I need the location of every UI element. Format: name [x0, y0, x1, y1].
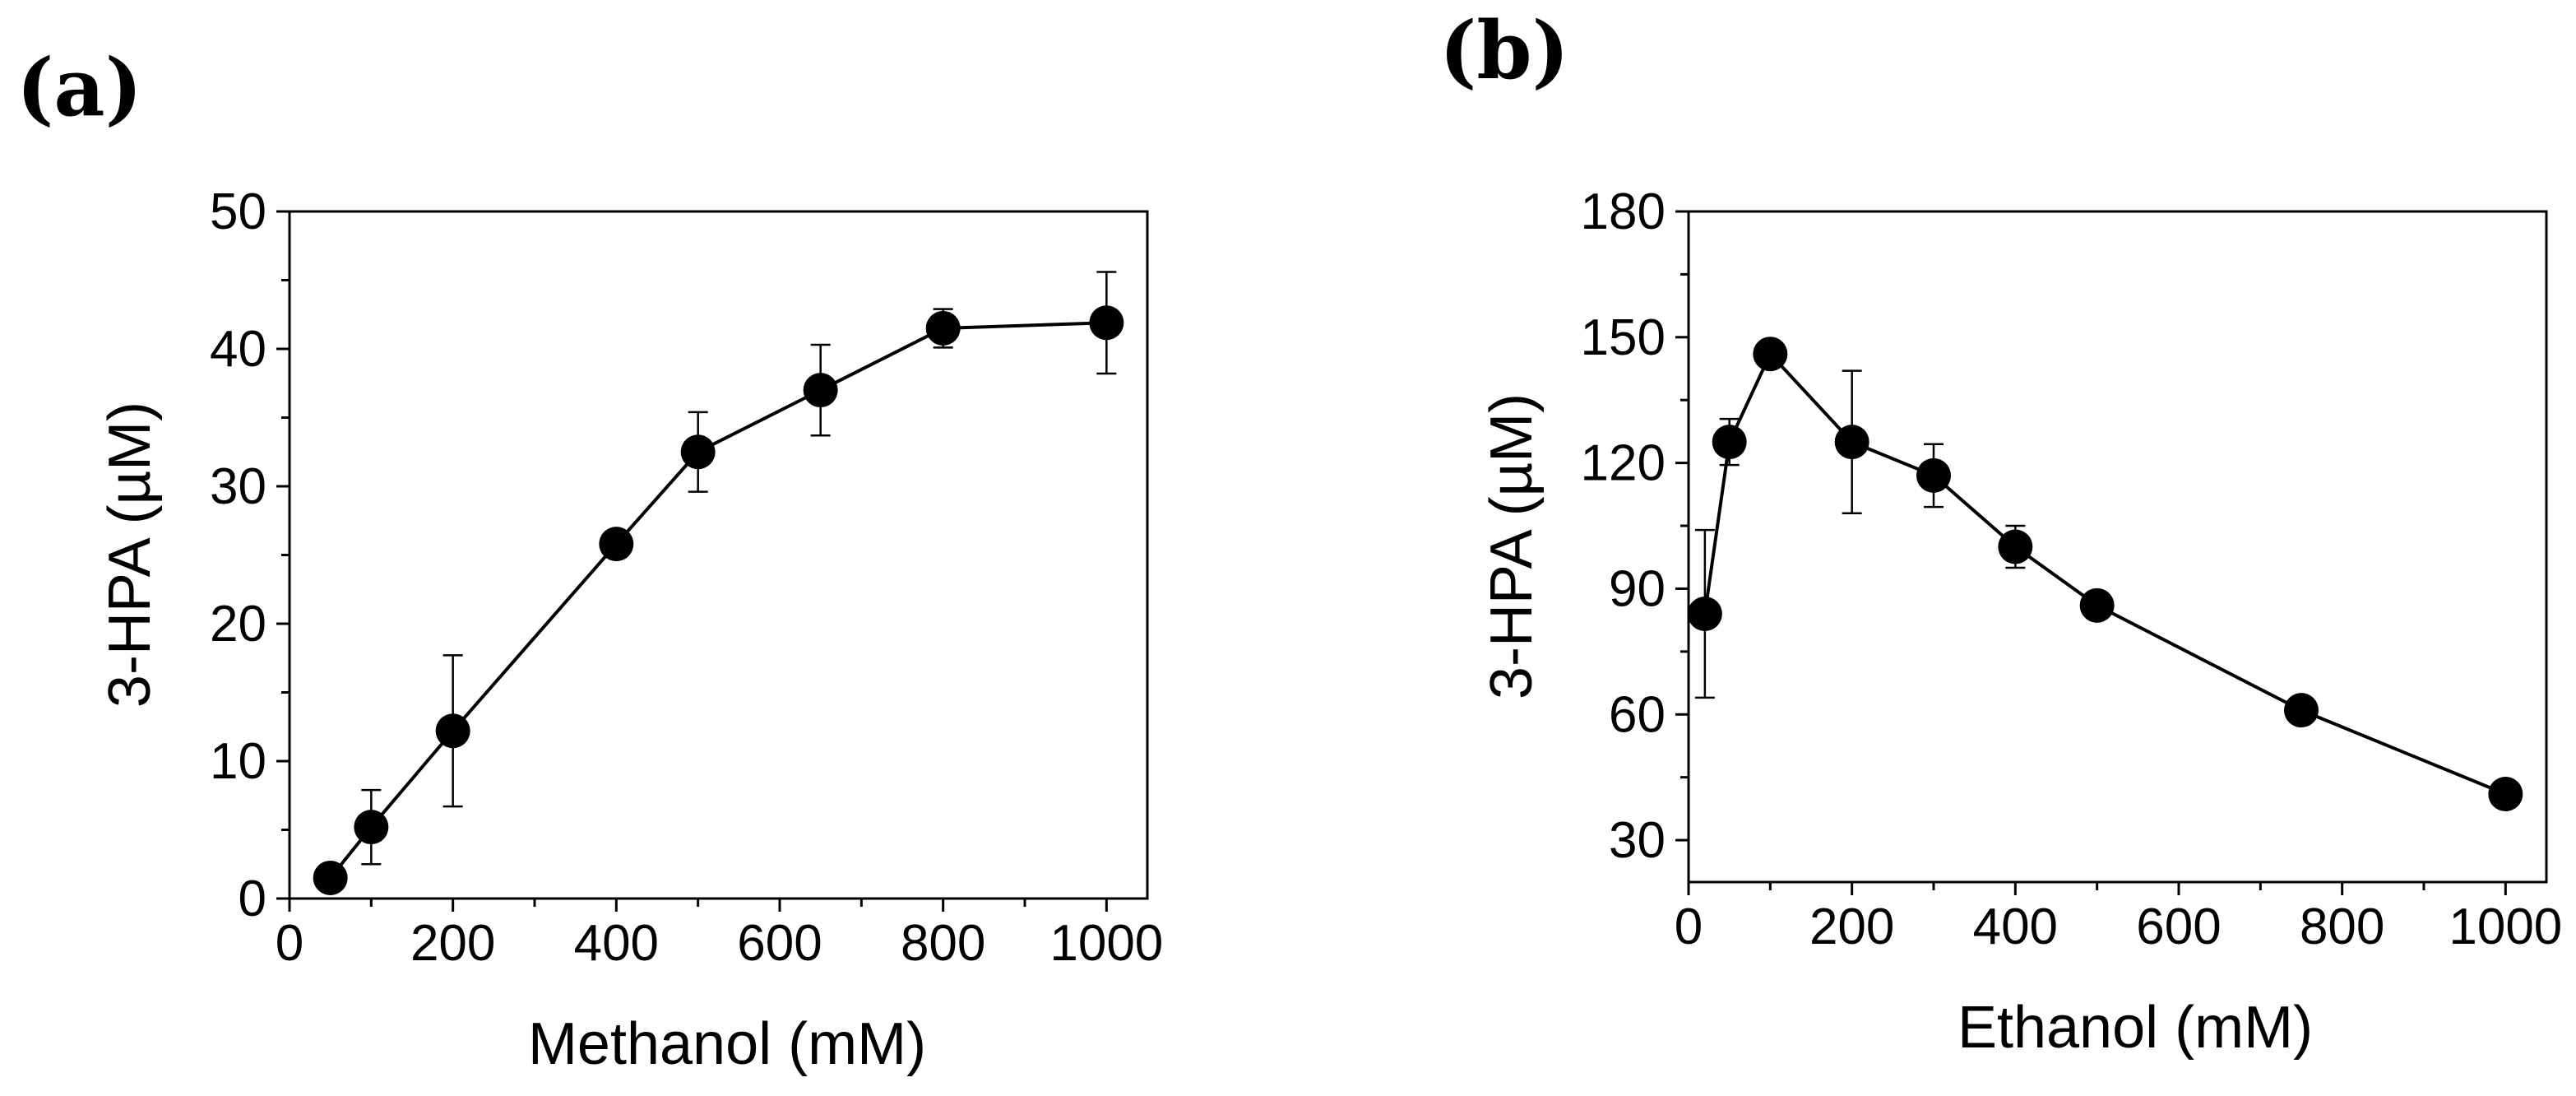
- series-line-b: [1703, 351, 2507, 796]
- x-tick-label: 200: [1809, 899, 1894, 955]
- data-point: [2079, 587, 2115, 623]
- data-point: [1089, 305, 1124, 341]
- error-bars-b: [1694, 344, 2516, 804]
- y-axis-title-a: 3-HPA (µM): [97, 402, 163, 708]
- x-tick-label: 0: [276, 915, 303, 972]
- data-point: [1687, 597, 1722, 631]
- series-line-a: [329, 321, 1107, 880]
- y-tick-label: 180: [1581, 183, 1666, 240]
- panel-b: (b) 0 200 400 600 800 1000 30 60 90 120 150 180 Eth…: [1439, 4, 2562, 1061]
- data-point: [2488, 777, 2523, 812]
- y-tick-label: 50: [210, 183, 266, 240]
- x-axis-title-b: Ethanol (mM): [1957, 995, 2313, 1061]
- y-tick-label: 120: [1581, 435, 1666, 492]
- series-line: [1703, 351, 2507, 796]
- data-point: [1916, 457, 1951, 493]
- axis-ticks-a: [276, 210, 1108, 912]
- data-points-b: [1687, 337, 2523, 812]
- y-tick-label: 60: [1609, 686, 1666, 743]
- x-tick-label: 800: [901, 915, 985, 972]
- x-tick-label: 600: [737, 915, 822, 972]
- tick-labels-a: 0 200 400 600 800 1000 0 10 20 30 40 50: [210, 183, 1163, 972]
- y-tick-label: 0: [239, 871, 266, 927]
- x-tick-label: 800: [2300, 899, 2384, 955]
- y-tick-label: 30: [210, 458, 266, 515]
- data-point: [435, 713, 470, 749]
- data-point: [2284, 693, 2319, 728]
- tick-labels-b: 0 200 400 600 800 1000 30 60 90 120 150 180: [1581, 183, 2563, 955]
- panel-label-a: (a): [16, 41, 142, 134]
- data-point: [599, 527, 634, 562]
- panel-a: (a) 0 200 400 600 800 1000 0 10 20 30 40 50 Methano…: [16, 41, 1163, 1077]
- x-tick-label: 400: [574, 915, 659, 972]
- x-tick-label: 1000: [2449, 899, 2562, 955]
- x-tick-label: 200: [410, 915, 495, 972]
- data-point: [803, 373, 838, 408]
- y-tick-label: 150: [1581, 309, 1666, 366]
- data-point: [1998, 529, 2033, 564]
- plot-frame-a: [288, 210, 1149, 900]
- x-tick-label: 1000: [1049, 915, 1163, 972]
- x-axis-title-a: Methanol (mM): [528, 1011, 926, 1077]
- error-bars-a: [320, 271, 1117, 886]
- x-tick-label: 400: [1973, 899, 2058, 955]
- y-tick-label: 20: [210, 596, 266, 652]
- plot-frame-b: [1687, 210, 2548, 884]
- data-point: [1712, 425, 1747, 460]
- y-axis-title-b: 3-HPA (µM): [1479, 393, 1545, 699]
- data-point: [1753, 337, 1788, 372]
- y-tick-label: 40: [210, 321, 266, 378]
- y-tick-label: 30: [1609, 812, 1666, 869]
- axis-ticks-b: [1675, 210, 2507, 895]
- x-tick-label: 0: [1675, 899, 1703, 955]
- y-tick-label: 10: [210, 733, 266, 790]
- data-point: [680, 434, 716, 470]
- data-point: [1834, 425, 1869, 460]
- x-tick-label: 600: [2136, 899, 2221, 955]
- series-line: [329, 321, 1107, 880]
- data-points-a: [313, 305, 1124, 895]
- data-point: [925, 310, 961, 346]
- data-point: [354, 810, 389, 845]
- y-tick-label: 90: [1609, 560, 1666, 617]
- data-point: [313, 860, 348, 895]
- panel-label-b: (b): [1439, 4, 1569, 97]
